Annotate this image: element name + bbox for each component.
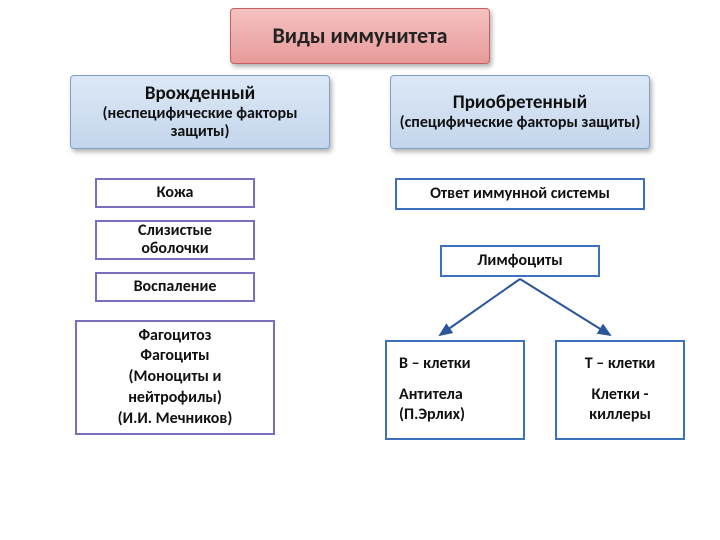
node-t-line1: Т – клетки <box>585 354 656 375</box>
category-acquired-sub: (специфические факторы защиты) <box>400 114 641 132</box>
node-inflammation: Воспаление <box>95 272 255 302</box>
node-phagocytosis: Фагоцитоз Фагоциты (Моноциты и нейтрофил… <box>75 320 275 435</box>
category-acquired-title: Приобретенный <box>453 92 587 114</box>
arrow-to-t <box>520 279 610 335</box>
category-acquired: Приобретенный (специфические факторы защ… <box>390 75 650 149</box>
node-t-cells: Т – клетки Клетки - киллеры <box>555 340 685 440</box>
spacer <box>399 375 511 385</box>
category-innate: Врожденный (неспецифические факторы защи… <box>70 75 330 149</box>
diagram-title: Виды иммунитета <box>230 8 490 64</box>
node-b-cells: В – клетки Антитела (П.Эрлих) <box>385 340 525 440</box>
node-mucous: Слизистые оболочки <box>95 220 255 260</box>
node-t-line3: Клетки - <box>591 385 648 406</box>
node-b-line1: В – клетки <box>399 354 511 375</box>
node-b-line3: Антитела <box>399 385 511 406</box>
node-lymphocytes: Лимфоциты <box>440 245 600 277</box>
arrow-svg <box>380 275 680 345</box>
node-phagocytosis-line1: Фагоцитоз <box>138 326 211 347</box>
node-phagocytosis-line2: Фагоциты <box>140 346 209 367</box>
category-innate-title: Врожденный <box>145 83 255 105</box>
node-t-line4: киллеры <box>589 405 651 426</box>
node-phagocytosis-line4: нейтрофилы) <box>128 388 222 409</box>
node-immune-response: Ответ иммунной системы <box>395 178 645 210</box>
node-skin: Кожа <box>95 178 255 208</box>
arrow-to-b <box>440 279 520 335</box>
node-b-line4: (П.Эрлих) <box>399 405 511 426</box>
category-innate-sub: (неспецифические факторы защиты) <box>79 105 321 142</box>
node-phagocytosis-line5: (И.И. Мечников) <box>118 409 233 430</box>
node-phagocytosis-line3: (Моноциты и <box>129 367 222 388</box>
